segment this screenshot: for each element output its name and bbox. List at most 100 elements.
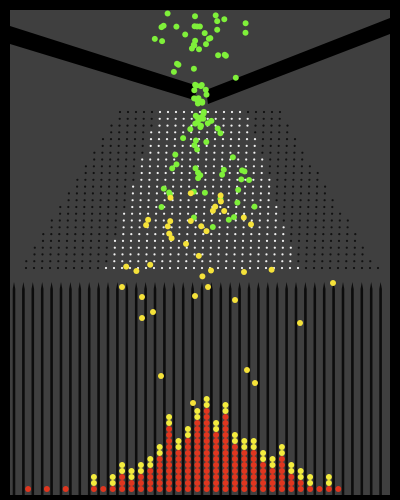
peg (289, 246, 292, 249)
peg (97, 239, 101, 242)
peg (305, 253, 308, 256)
peg (218, 219, 221, 222)
moving-ball (242, 20, 249, 27)
peg (284, 178, 287, 181)
peg (110, 124, 113, 127)
peg (201, 246, 204, 249)
peg (172, 185, 175, 188)
settled-ball (137, 468, 144, 474)
peg (289, 253, 292, 256)
moving-ball (195, 252, 202, 259)
peg (41, 246, 44, 249)
peg (180, 165, 183, 168)
peg (141, 158, 144, 161)
peg (141, 151, 144, 154)
peg (274, 226, 277, 229)
settled-ball (194, 486, 201, 492)
settled-ball (166, 462, 173, 468)
moving-ball (201, 189, 208, 196)
peg (58, 226, 61, 229)
settled-ball (128, 468, 135, 474)
peg (177, 239, 181, 242)
settled-ball (297, 486, 304, 492)
peg (298, 226, 301, 229)
bin-divider (191, 282, 194, 495)
moving-ball (217, 130, 224, 137)
peg (123, 192, 126, 195)
peg (336, 266, 340, 270)
peg (329, 246, 332, 249)
peg (133, 144, 136, 147)
settled-ball (213, 474, 220, 480)
peg (251, 192, 254, 195)
settled-ball (297, 468, 304, 474)
peg (234, 226, 237, 229)
moving-ball (172, 151, 179, 158)
peg (145, 260, 148, 263)
peg (105, 246, 108, 249)
peg (276, 165, 279, 168)
settled-ball (90, 480, 97, 486)
peg (291, 192, 294, 195)
peg (345, 260, 348, 263)
moving-ball (246, 177, 253, 183)
peg (115, 199, 118, 202)
peg (293, 151, 296, 154)
peg (270, 110, 274, 114)
peg (145, 239, 149, 242)
moving-ball (164, 223, 171, 230)
peg (155, 199, 158, 202)
peg (197, 158, 200, 161)
peg (75, 192, 78, 195)
peg (275, 205, 278, 209)
peg (165, 138, 169, 141)
settled-ball (222, 426, 229, 432)
peg (313, 260, 316, 263)
moving-ball (244, 367, 250, 373)
peg (297, 253, 300, 256)
peg (243, 199, 246, 202)
peg (219, 212, 222, 215)
peg (83, 205, 86, 209)
settled-ball (269, 474, 276, 480)
peg (163, 212, 166, 215)
moving-ball (190, 65, 197, 72)
settled-ball (250, 480, 257, 486)
peg (193, 253, 196, 256)
peg (283, 212, 286, 215)
peg (256, 266, 260, 270)
bin-divider (219, 282, 223, 495)
moving-ball (217, 198, 224, 205)
peg (228, 165, 231, 168)
peg (202, 233, 205, 236)
peg (314, 233, 317, 236)
peg (245, 151, 248, 154)
peg (211, 192, 214, 195)
settled-ball (43, 486, 50, 492)
moving-ball (241, 269, 247, 275)
peg (217, 260, 220, 263)
peg (285, 158, 288, 161)
peg (204, 185, 207, 188)
moving-ball (187, 218, 194, 224)
peg (253, 144, 256, 147)
moving-ball (231, 214, 237, 221)
peg (117, 158, 120, 161)
peg (225, 246, 228, 249)
peg (285, 151, 288, 154)
moving-ball (194, 114, 201, 121)
peg (177, 253, 180, 256)
peg (262, 110, 266, 114)
peg (129, 239, 133, 242)
moving-ball (221, 208, 228, 214)
peg (243, 192, 246, 195)
settled-ball (231, 474, 238, 480)
peg (170, 226, 173, 229)
peg (198, 131, 201, 134)
moving-ball (173, 161, 180, 168)
settled-ball (90, 474, 97, 480)
peg (158, 110, 162, 114)
peg (354, 233, 357, 236)
settled-ball (194, 474, 201, 480)
peg (157, 138, 161, 141)
